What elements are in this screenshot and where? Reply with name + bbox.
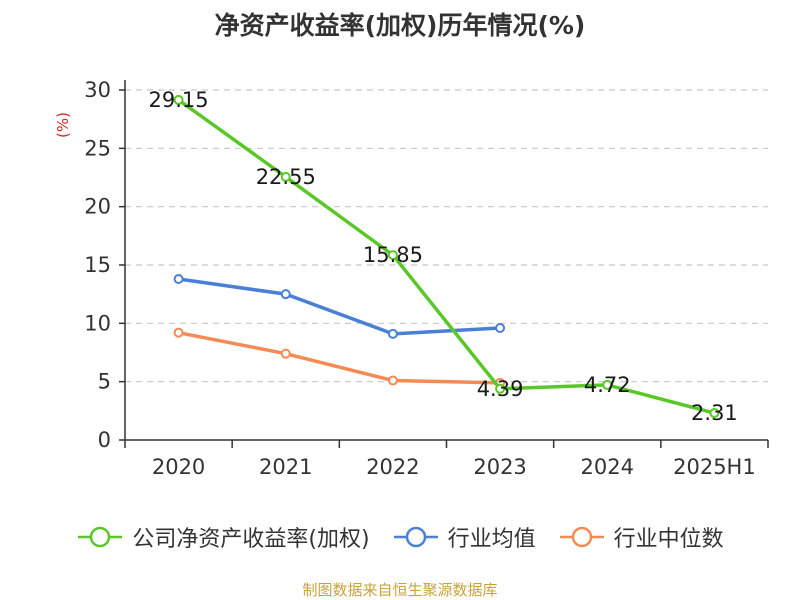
data-label: 15.85 <box>363 243 423 267</box>
data-point <box>709 408 720 419</box>
data-point <box>280 171 291 182</box>
x-tick-label: 2023 <box>473 455 526 479</box>
x-tick-label: 2024 <box>581 455 634 479</box>
y-axis-label: (%) <box>54 112 72 138</box>
y-tick-label: 10 <box>84 311 111 335</box>
x-tick-label: 2021 <box>259 455 312 479</box>
series-line <box>177 98 715 415</box>
x-tick-label: 2020 <box>152 455 205 479</box>
data-labels: 29.15 22.55 15.85 4.39 4.72 2.31 <box>149 88 738 425</box>
data-point <box>173 274 184 284</box>
data-point <box>602 379 613 390</box>
data-point <box>280 348 291 359</box>
legend-label: 行业中位数 <box>613 527 724 552</box>
data-point <box>387 375 398 386</box>
legend-swatch <box>393 526 438 548</box>
y-tick-label: 20 <box>84 195 111 219</box>
legend-label: 公司净资产收益率(加权) <box>132 527 370 552</box>
data-label: 2.31 <box>691 401 738 425</box>
data-point <box>495 323 506 333</box>
data-point <box>387 328 398 339</box>
x-tick-label: 2022 <box>366 455 419 479</box>
chart-title: 净资产收益率(加权)历年情况(%) <box>214 11 586 40</box>
legend-swatch <box>78 526 123 548</box>
data-point <box>280 289 291 300</box>
y-tick-label: 0 <box>98 428 111 452</box>
legend-item: 行业均值 <box>392 521 536 553</box>
legend-item: 行业中位数 <box>558 521 724 553</box>
legend-item: 公司净资产收益率(加权) <box>76 521 370 553</box>
data-label: 4.39 <box>477 377 524 401</box>
y-tick-label: 15 <box>84 253 111 277</box>
legend-label: 行业均值 <box>447 527 536 552</box>
series-line <box>178 277 501 336</box>
gridlines <box>125 89 768 383</box>
legend: 公司净资产收益率(加权) 行业均值 行业中位数 <box>0 521 800 553</box>
y-tick-label: 25 <box>84 136 111 160</box>
data-point <box>173 327 184 338</box>
series-lines <box>173 94 720 419</box>
y-tick-label: 5 <box>98 370 111 394</box>
axes: 0 5 10 15 20 25 30 2020 2021 2022 2023 2024 2025H1 <box>84 78 769 479</box>
x-tick-label: 2025H1 <box>673 455 756 479</box>
data-label: 22.55 <box>256 165 316 189</box>
source-note: 制图数据来自恒生聚源数据库 <box>302 581 498 599</box>
y-tick-label: 30 <box>84 78 111 102</box>
data-point <box>495 383 506 394</box>
data-label: 29.15 <box>149 88 209 112</box>
data-point <box>387 250 398 261</box>
data-point <box>173 94 184 105</box>
legend-swatch <box>559 526 604 548</box>
series-line <box>178 330 501 385</box>
data-label: 4.72 <box>584 373 631 397</box>
